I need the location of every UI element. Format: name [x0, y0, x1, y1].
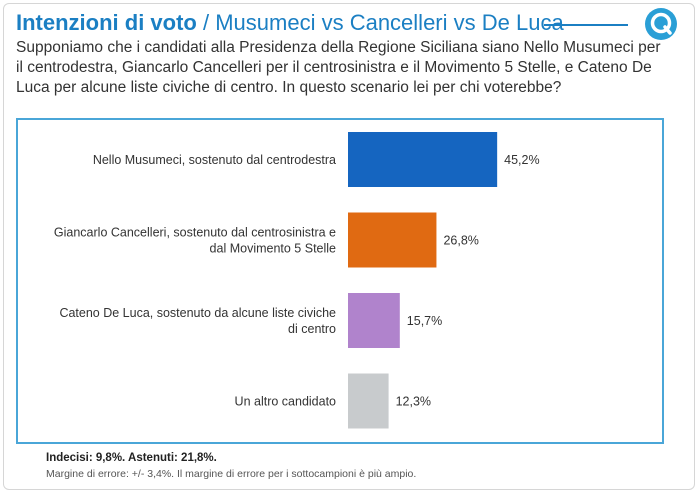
title-main: Intenzioni di voto: [16, 10, 197, 35]
category-label-0-0: Nello Musumeci, sostenuto dal centrodest…: [93, 153, 336, 167]
value-label-1: 26,8%: [443, 234, 478, 248]
chart-frame: 45,2% Nello Musumeci, sostenuto dal centr…: [16, 118, 664, 444]
bar-2: [348, 293, 400, 348]
category-label-1-0: Giancarlo Cancelleri, sostenuto dal cent…: [54, 226, 336, 240]
category-label-3-0: Un altro candidato: [235, 395, 337, 409]
category-label-2-0: Cateno De Luca, sostenuto da alcune list…: [59, 306, 336, 320]
chart-title: Intenzioni di voto / Musumeci vs Cancell…: [16, 10, 564, 36]
bar-chart: 45,2% Nello Musumeci, sostenuto dal centr…: [54, 132, 540, 429]
category-label-2-1: di centro: [288, 322, 336, 336]
title-rule: [544, 24, 628, 26]
value-label-2: 15,7%: [407, 314, 442, 328]
bar-0: [348, 132, 498, 187]
margin-of-error-note: Margine di errore: +/- 3,4%. Il margine …: [46, 468, 417, 480]
undecided-abstained-note: Indecisi: 9,8%. Astenuti: 21,8%.: [46, 452, 217, 464]
bar-3: [348, 373, 389, 429]
survey-question: Supponiamo che i candidati alla Presiden…: [16, 39, 661, 96]
title-subtitle: / Musumeci vs Cancelleri vs De Luca: [203, 10, 564, 35]
category-label-1-1: dal Movimento 5 Stelle: [210, 242, 337, 256]
bar-1: [348, 212, 437, 268]
value-label-0: 45,2%: [504, 153, 539, 167]
q-logo-icon: [645, 8, 677, 40]
value-label-3: 12,3%: [396, 395, 431, 409]
